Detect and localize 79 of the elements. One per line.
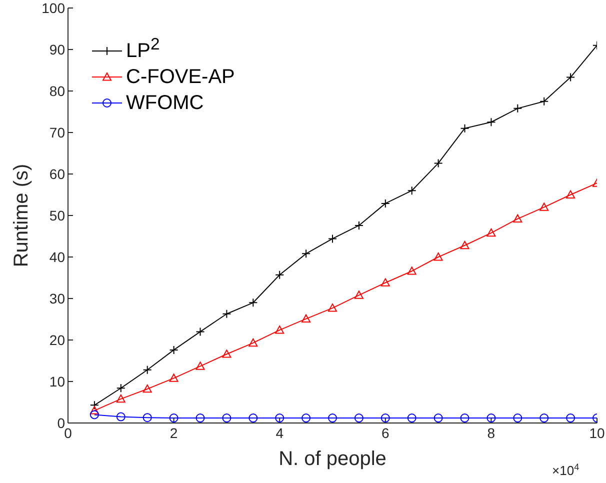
y-tick-label: 50 <box>49 207 66 224</box>
point <box>90 406 99 414</box>
point <box>566 414 576 423</box>
point <box>460 124 470 133</box>
point <box>248 414 258 423</box>
point <box>116 412 126 422</box>
legend-label: C-FOVE-AP <box>126 66 235 88</box>
x-tick-label: 6 <box>382 424 390 441</box>
y-axis-title: Runtime (s) <box>10 164 33 268</box>
point <box>302 249 311 258</box>
point <box>302 414 311 423</box>
point <box>116 384 126 393</box>
point <box>407 186 416 196</box>
x-axis-title: N. of people <box>278 448 386 470</box>
point <box>540 96 549 106</box>
point <box>169 414 178 423</box>
point <box>142 384 152 393</box>
point <box>248 338 258 347</box>
y-tick-label: 20 <box>49 332 66 348</box>
y-tick-label: 10 <box>49 373 66 390</box>
x-tick-label: 4 <box>276 424 284 441</box>
point <box>90 400 99 410</box>
point <box>222 350 232 358</box>
point <box>275 414 284 423</box>
point <box>460 414 470 423</box>
point <box>142 413 152 422</box>
point <box>196 362 205 370</box>
legend-label: WFOMC <box>126 92 204 114</box>
point <box>302 314 311 323</box>
point <box>434 158 443 168</box>
point <box>142 365 152 374</box>
point <box>169 374 178 382</box>
point <box>380 198 390 208</box>
point <box>116 394 126 403</box>
point <box>275 270 284 280</box>
point <box>566 190 576 198</box>
point <box>328 304 337 312</box>
point <box>407 266 416 275</box>
point <box>540 414 549 423</box>
point <box>354 414 364 423</box>
y-tick-label: 90 <box>49 41 66 58</box>
point <box>222 309 232 318</box>
point <box>486 228 496 237</box>
x-tick-label: 10 <box>589 424 605 441</box>
point <box>169 345 178 354</box>
point <box>222 414 232 423</box>
point <box>90 410 99 420</box>
point <box>407 414 416 423</box>
y-tick-label: 100 <box>42 0 66 16</box>
text: ×10$^{4}$ <box>552 462 580 478</box>
point <box>434 414 443 423</box>
point <box>513 414 522 423</box>
point <box>540 202 549 211</box>
point <box>248 298 258 308</box>
point <box>380 414 390 423</box>
point <box>380 278 390 286</box>
y-tick-label: 70 <box>49 124 66 140</box>
point <box>328 414 337 423</box>
point <box>354 220 364 230</box>
x-tick-label: 2 <box>170 424 178 441</box>
point <box>513 214 522 223</box>
point <box>354 290 364 299</box>
y-tick-label: 40 <box>49 248 66 265</box>
point <box>513 104 522 113</box>
point <box>196 327 205 336</box>
y-tick-label: 60 <box>49 166 66 182</box>
point <box>275 326 284 334</box>
point <box>196 414 205 423</box>
point <box>434 252 443 261</box>
point <box>486 414 496 423</box>
y-tick-label: 0 <box>57 414 66 431</box>
point <box>486 118 496 127</box>
point <box>566 72 576 82</box>
y-tick-label: 80 <box>49 82 66 99</box>
x-tick-label: 8 <box>487 424 496 441</box>
y-tick-label: 30 <box>49 290 66 306</box>
point <box>328 234 337 244</box>
legend-label: LP$^{2}$ <box>126 34 160 62</box>
point <box>460 240 470 250</box>
